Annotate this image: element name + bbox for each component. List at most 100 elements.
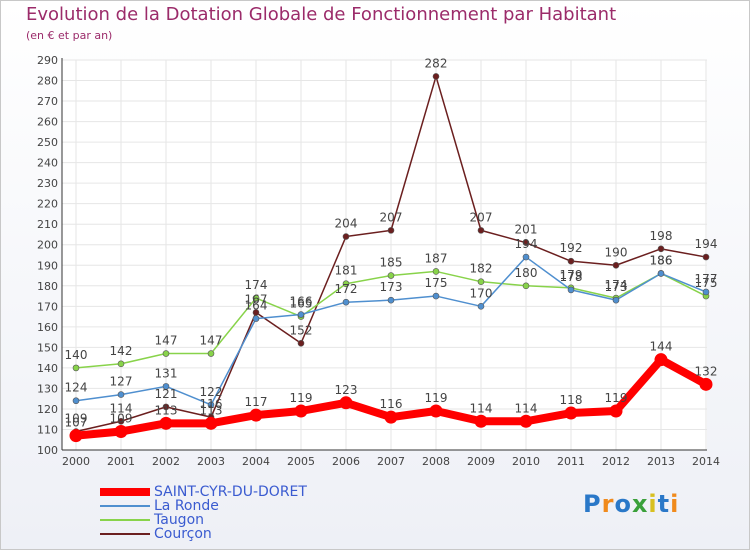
data-point [612, 261, 620, 269]
x-tick-label: 2007 [377, 455, 405, 468]
data-label: 179 [560, 268, 583, 282]
data-point [342, 233, 350, 240]
data-point [72, 364, 80, 372]
data-label: 117 [245, 395, 268, 409]
data-point [654, 353, 668, 367]
data-point [477, 278, 485, 285]
data-label: 119 [290, 391, 313, 405]
y-tick-label: 190 [37, 259, 58, 272]
data-label: 194 [695, 237, 718, 251]
x-tick-label: 2002 [152, 455, 180, 468]
legend-swatch [100, 505, 150, 507]
series-saint-cyr-du-doret [69, 353, 713, 443]
data-label: 114 [470, 401, 493, 415]
legend-item: Taugon [100, 513, 307, 527]
data-point [297, 339, 305, 347]
data-point [207, 401, 215, 409]
x-tick-label: 2013 [647, 455, 675, 468]
data-point [657, 245, 665, 253]
data-point [567, 286, 575, 294]
data-point [612, 296, 620, 304]
data-label: 109 [110, 412, 133, 426]
data-point [159, 416, 173, 430]
data-label: 124 [65, 381, 88, 395]
data-point [387, 296, 395, 304]
y-tick-label: 120 [37, 403, 58, 416]
data-point [117, 391, 125, 398]
y-tick-label: 240 [37, 157, 58, 170]
data-label: 147 [200, 334, 223, 348]
data-label: 123 [335, 383, 358, 397]
data-label: 140 [65, 348, 88, 362]
data-label: 144 [650, 340, 673, 354]
data-label: 166 [290, 295, 313, 309]
y-tick-label: 150 [37, 341, 58, 354]
data-label: 119 [425, 391, 448, 405]
data-point [117, 360, 125, 368]
data-point [477, 227, 485, 234]
chart-subtitle: (en € et par an) [26, 29, 113, 42]
y-tick-label: 220 [37, 198, 58, 211]
data-label: 122 [200, 385, 223, 399]
series-layer [69, 73, 713, 443]
data-label: 131 [155, 366, 178, 380]
y-tick-label: 170 [37, 300, 58, 313]
y-tick-label: 230 [37, 177, 58, 190]
y-tick-label: 260 [37, 116, 58, 129]
data-point [387, 227, 395, 234]
data-point [162, 383, 170, 390]
data-point [477, 303, 485, 310]
data-point [294, 404, 308, 418]
data-label: 185 [380, 256, 403, 270]
data-label: 175 [695, 276, 718, 290]
x-tick-label: 2008 [422, 455, 450, 468]
data-point [522, 282, 530, 290]
data-point [162, 403, 170, 411]
x-tick-label: 2006 [332, 455, 360, 468]
y-tick-label: 250 [37, 136, 58, 149]
data-point [114, 425, 128, 439]
data-point [432, 73, 440, 80]
y-tick-label: 100 [37, 444, 58, 457]
data-point [207, 350, 215, 357]
y-tick-label: 200 [37, 239, 58, 252]
y-tick-label: 140 [37, 362, 58, 375]
data-point [252, 294, 260, 302]
data-label: 178 [560, 270, 583, 284]
data-label: 282 [425, 56, 448, 70]
data-label: 175 [425, 276, 448, 290]
data-point [567, 257, 575, 265]
data-point [342, 280, 350, 288]
data-label: 147 [155, 334, 178, 348]
data-label: 152 [290, 323, 313, 337]
x-tick-label: 2014 [692, 455, 720, 468]
y-tick-label: 210 [37, 218, 58, 231]
line-chart: 100 110 120 130 140 150 160 170 180 190 200 210 220 2… [37, 54, 720, 468]
data-label: 192 [560, 241, 583, 255]
data-label: 132 [695, 364, 718, 378]
data-point [162, 350, 170, 357]
y-tick-label: 280 [37, 75, 58, 88]
data-label: 186 [650, 253, 673, 267]
y-tick-label: 290 [37, 54, 58, 67]
data-label: 174 [605, 278, 628, 292]
x-tick-label: 2005 [287, 455, 315, 468]
data-point [564, 406, 578, 420]
legend-label: SAINT-CYR-DU-DORET [154, 484, 307, 500]
data-label: 207 [380, 210, 403, 224]
data-label: 182 [470, 262, 493, 276]
legend: SAINT-CYR-DU-DORET La Ronde Taugon Courçon [100, 485, 307, 541]
data-label: 121 [155, 387, 178, 401]
data-point [432, 292, 440, 300]
data-point [522, 239, 530, 246]
data-point [432, 268, 440, 275]
data-point [72, 397, 80, 405]
legend-label: Courçon [154, 526, 212, 542]
y-tick-label: 110 [37, 423, 58, 436]
x-tick-label: 2012 [602, 455, 630, 468]
series-cour-on [72, 73, 710, 435]
data-label: 172 [335, 282, 358, 296]
y-tick-label: 180 [37, 280, 58, 293]
data-label: 119 [605, 391, 628, 405]
